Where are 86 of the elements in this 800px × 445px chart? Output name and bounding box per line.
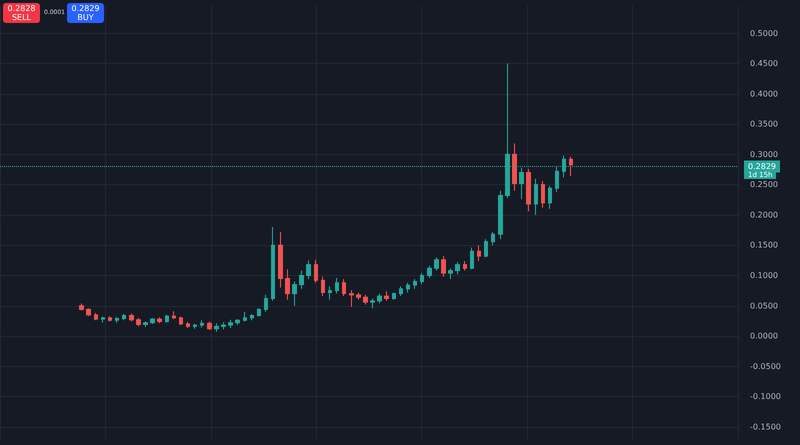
ref-line-label: 0.2829 <box>748 162 776 171</box>
candlestick <box>441 256 446 278</box>
candlestick <box>172 310 176 320</box>
candlestick <box>186 322 190 329</box>
candlestick <box>285 268 290 300</box>
candlestick <box>143 321 148 328</box>
candlestick <box>200 320 204 328</box>
candlestick <box>349 290 354 308</box>
candlestick <box>136 317 141 327</box>
candlestick <box>278 231 283 288</box>
candlestick <box>370 298 375 309</box>
candlestick <box>477 244 481 262</box>
candlestick <box>534 178 538 216</box>
candlestick <box>541 180 545 208</box>
candlestick <box>384 290 389 302</box>
candlestick <box>484 238 488 258</box>
candlestick <box>314 259 318 284</box>
candlestick <box>526 168 531 212</box>
candlestick <box>292 281 297 306</box>
candlestick <box>512 142 517 192</box>
candlestick <box>157 316 162 324</box>
y-tick-label: 0.1000 <box>750 270 778 280</box>
y-tick-label: 0.0500 <box>750 301 778 310</box>
candlestick <box>115 316 119 324</box>
candlestick <box>250 314 254 321</box>
y-tick-label: -0.0500 <box>750 362 781 371</box>
candlestick <box>377 293 382 304</box>
candlestick <box>463 260 467 272</box>
candlestick <box>470 247 474 270</box>
candlestick <box>392 292 396 300</box>
candlestick <box>243 311 247 322</box>
candlestick <box>335 277 339 294</box>
candlestick <box>271 226 275 302</box>
candlestick <box>569 156 573 177</box>
candlestick <box>228 319 233 329</box>
candlestick <box>165 314 169 324</box>
annotation: SELL <box>10 13 32 22</box>
candlestick <box>264 294 268 312</box>
y-tick-label: 0.0000 <box>750 332 778 341</box>
candlestick <box>235 318 240 326</box>
y-tick-label: 0.2500 <box>750 180 778 190</box>
candlestick <box>448 268 453 280</box>
annotation: BUY <box>76 13 95 22</box>
candlestick <box>342 278 346 297</box>
candlestick <box>94 312 98 321</box>
candlestick <box>356 292 361 300</box>
y-tick-label: 0.5000 <box>750 28 778 38</box>
candlestick <box>548 185 552 210</box>
candlestick <box>179 316 183 326</box>
candlestick <box>427 265 432 278</box>
y-tick-label: -0.1000 <box>750 392 781 402</box>
candlestick <box>257 308 261 318</box>
candlestick <box>129 313 134 322</box>
y-tick-label: 0.3500 <box>750 120 778 129</box>
candlestick <box>221 322 226 330</box>
candlestick <box>455 262 460 275</box>
candlestick <box>306 260 311 280</box>
y-tick-label: 0.1500 <box>750 240 778 250</box>
candlestick <box>122 314 126 321</box>
candlestick <box>214 322 219 332</box>
annotation: 0.2829 <box>70 4 100 13</box>
candlestick <box>498 190 503 240</box>
y-tick-label: 0.4000 <box>750 89 778 98</box>
candlestick <box>299 270 304 290</box>
candlestick <box>79 302 84 312</box>
annotation: 0.2828 <box>6 4 36 13</box>
y-tick-label: 0.4500 <box>750 59 778 68</box>
candlestick <box>328 286 332 300</box>
candlestick <box>491 231 495 246</box>
candlestick <box>108 316 112 322</box>
candlestick <box>363 294 368 306</box>
candlestick <box>519 167 524 200</box>
candlestick <box>193 323 197 330</box>
y-tick-label: 0.3000 <box>750 150 778 159</box>
candlestick <box>86 308 91 317</box>
candlestick <box>420 272 424 284</box>
candlestick <box>207 321 212 330</box>
y-tick-label: -0.1500 <box>750 422 781 432</box>
candlestick <box>399 286 403 297</box>
y-tick-label: 0.2000 <box>750 210 778 220</box>
candlestick <box>413 278 417 290</box>
candlestick <box>101 316 105 324</box>
candlestick <box>321 276 325 297</box>
candlestick <box>150 317 155 324</box>
candlestick <box>406 282 410 293</box>
candlestick <box>434 256 439 272</box>
